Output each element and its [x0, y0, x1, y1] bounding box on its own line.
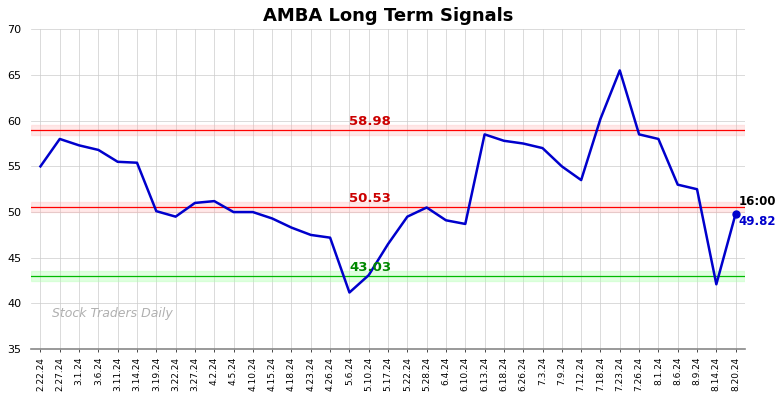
Text: 49.82: 49.82 — [739, 215, 776, 228]
Bar — [31, 125, 746, 135]
Text: Stock Traders Daily: Stock Traders Daily — [53, 307, 173, 320]
Text: 16:00: 16:00 — [739, 195, 776, 208]
Text: 50.53: 50.53 — [350, 192, 391, 205]
Bar — [31, 271, 746, 281]
Text: 43.03: 43.03 — [350, 261, 391, 274]
Bar — [31, 202, 746, 212]
Text: 58.98: 58.98 — [350, 115, 391, 127]
Title: AMBA Long Term Signals: AMBA Long Term Signals — [263, 7, 514, 25]
